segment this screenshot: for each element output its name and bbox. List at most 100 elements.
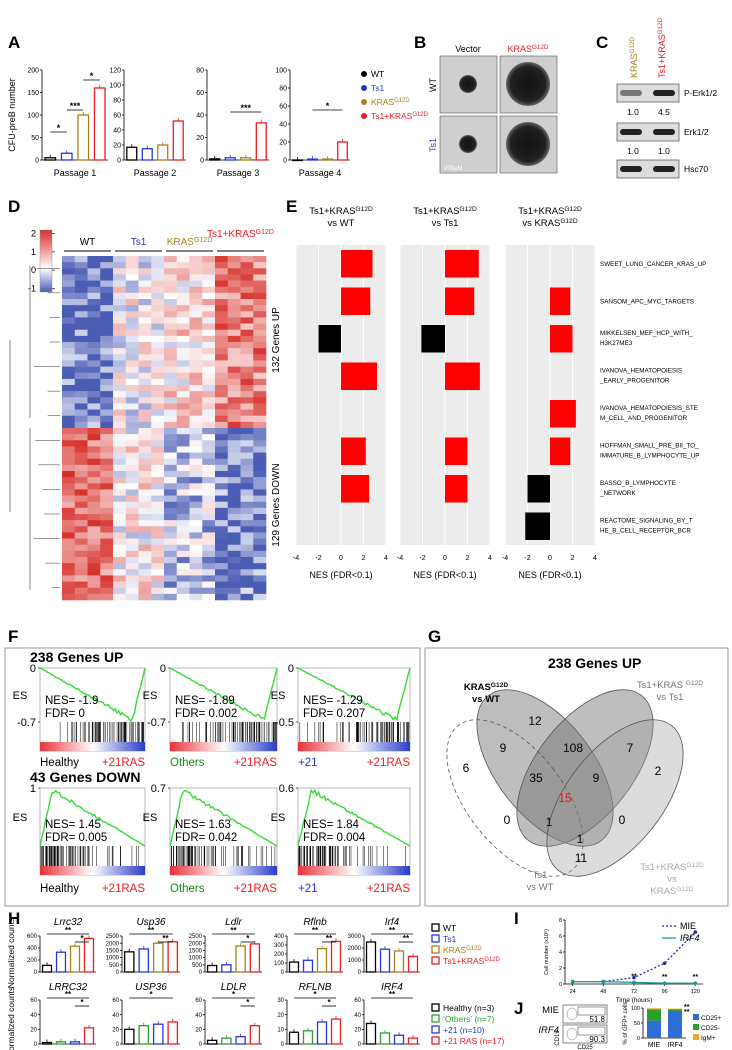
section-title: 43 Genes DOWN bbox=[30, 769, 140, 785]
venn-count: 108 bbox=[563, 741, 583, 755]
heatmap-cell bbox=[227, 452, 241, 460]
heatmap-cell bbox=[113, 501, 127, 509]
sig-label: ** bbox=[389, 990, 396, 999]
heatmap-cell bbox=[151, 335, 165, 343]
heatmap-cell bbox=[125, 299, 139, 306]
heatmap-cell bbox=[189, 428, 203, 435]
heatmap-cell bbox=[125, 378, 139, 386]
bar bbox=[288, 1031, 300, 1045]
heatmap-cell bbox=[176, 305, 190, 312]
row-label: Erk1/2 bbox=[684, 127, 709, 137]
heatmap-cell bbox=[74, 342, 88, 349]
y-tick-label: 20 bbox=[113, 142, 121, 149]
heatmap-cell bbox=[125, 317, 139, 324]
facet-title-text: Ts1+KRAS bbox=[413, 206, 459, 217]
heatmap-cell bbox=[87, 458, 101, 466]
heatmap-cell bbox=[240, 581, 254, 589]
heatmap-cell bbox=[125, 550, 139, 558]
heatmap-cell bbox=[164, 415, 178, 423]
column-label: WT bbox=[80, 237, 96, 248]
es-curve bbox=[169, 667, 278, 721]
heatmap-cell bbox=[151, 520, 165, 527]
y-tick-label: 200 bbox=[274, 952, 285, 958]
bar bbox=[172, 120, 184, 161]
nes-label: NES= -1.9 bbox=[45, 695, 98, 707]
panel-label: J bbox=[514, 999, 523, 1018]
heatmap-cell bbox=[113, 360, 127, 367]
heatmap-cell bbox=[100, 292, 114, 300]
heatmap-cell bbox=[240, 483, 254, 490]
heatmap-cell bbox=[253, 415, 267, 423]
heatmap-cell bbox=[113, 415, 127, 423]
heatmap-cell bbox=[138, 378, 152, 386]
heatmap-cell bbox=[164, 366, 178, 374]
heatmap-cell bbox=[253, 372, 267, 380]
heatmap-cell bbox=[138, 569, 152, 576]
y-tick-label: 100 bbox=[631, 1006, 640, 1012]
heatmap-cell bbox=[253, 489, 267, 496]
heatmap-cell bbox=[253, 274, 267, 281]
heatmap-cell bbox=[100, 335, 114, 343]
sig-label: ** bbox=[389, 926, 396, 935]
heatmap-cell bbox=[100, 268, 114, 275]
heatmap-cell bbox=[100, 575, 114, 582]
heatmap-cell bbox=[151, 403, 165, 410]
heatmap-cell bbox=[113, 311, 127, 318]
heatmap-cell bbox=[227, 292, 241, 300]
heatmap-cell bbox=[253, 378, 267, 386]
x-tick-label: -2 bbox=[419, 555, 425, 562]
heatmap-cell bbox=[215, 256, 229, 263]
heatmap-cell bbox=[100, 317, 114, 324]
y-tick-label: 40 bbox=[196, 112, 204, 119]
legend-label: MIE bbox=[680, 921, 696, 931]
heatmap-cell bbox=[215, 274, 229, 281]
heatmap-cell bbox=[189, 501, 203, 509]
group-label: +21RAS bbox=[102, 883, 145, 895]
stacked-bar bbox=[647, 1008, 661, 1010]
heatmap-cell bbox=[113, 489, 127, 496]
heatmap-cell bbox=[74, 464, 88, 472]
heatmap-cell bbox=[215, 464, 229, 472]
heatmap-cell bbox=[176, 256, 190, 263]
heatmap-cell bbox=[74, 292, 88, 300]
y-tick-label: 40 bbox=[30, 1013, 37, 1019]
bar bbox=[141, 148, 153, 161]
facet-title: Ts1+KRASG12D bbox=[309, 206, 373, 218]
heatmap-cell bbox=[240, 557, 254, 564]
heatmap-cell bbox=[113, 391, 127, 398]
heatmap-cell bbox=[164, 483, 178, 490]
heatmap-cell bbox=[151, 366, 165, 374]
heatmap-cell bbox=[253, 366, 267, 374]
x-tick-label: MIE bbox=[648, 1042, 661, 1049]
heatmap-cell bbox=[215, 262, 229, 269]
y-tick-label: 0 bbox=[281, 1042, 285, 1048]
sig-label: ** bbox=[403, 934, 410, 943]
heatmap-cell bbox=[227, 409, 241, 417]
heatmap-cell bbox=[125, 397, 139, 404]
heatmap-cell bbox=[125, 587, 139, 595]
heatmap-cell bbox=[189, 292, 203, 300]
nes-bar bbox=[341, 287, 371, 315]
legend-label-sup: G12D bbox=[412, 112, 428, 118]
y-tick-label: 0 bbox=[637, 1036, 640, 1042]
venn-count: 9 bbox=[500, 741, 507, 755]
heatmap-cell bbox=[138, 434, 152, 441]
heatmap-cell bbox=[227, 391, 241, 398]
heatmap-cell bbox=[62, 280, 76, 288]
heatmap-cell bbox=[113, 483, 127, 490]
heatmap-cell bbox=[164, 428, 178, 435]
heatmap-cell bbox=[227, 477, 241, 484]
heatmap-cell bbox=[202, 581, 216, 589]
blot bbox=[616, 159, 680, 179]
quant-label: 1.0 bbox=[627, 146, 639, 156]
heatmap-cell bbox=[125, 366, 139, 374]
stacked-bar bbox=[668, 1009, 682, 1011]
legend-label-text: +21 RAS (n=17) bbox=[443, 1036, 505, 1046]
heatmap-cell bbox=[253, 323, 267, 331]
heatmap-cell bbox=[176, 428, 190, 435]
heatmap-cell bbox=[215, 403, 229, 410]
heatmap-cell bbox=[74, 317, 88, 324]
heatmap-cell bbox=[202, 299, 216, 306]
x-axis-label: NES (FDR<0.1) bbox=[309, 570, 372, 580]
column-label-text: KRAS bbox=[629, 53, 639, 78]
